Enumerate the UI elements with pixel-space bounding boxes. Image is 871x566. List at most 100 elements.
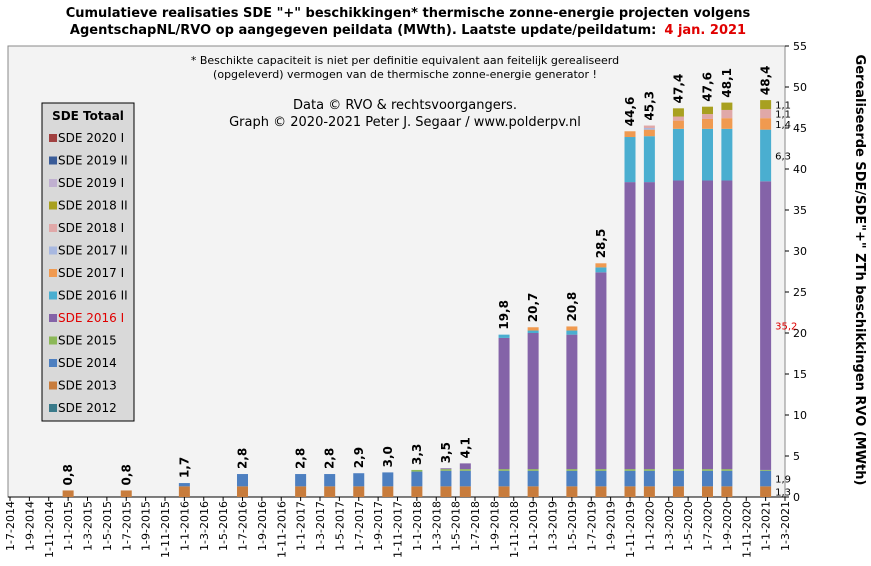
x-tick-label: 1-3-2015 xyxy=(82,501,95,551)
bar-segment xyxy=(721,470,733,487)
legend-swatch xyxy=(49,156,57,165)
x-tick-label: 1-9-2017 xyxy=(372,501,385,551)
bar-segment xyxy=(643,470,655,487)
bar-segment xyxy=(566,334,578,470)
legend-label: SDE 2017 I xyxy=(58,266,124,280)
y-tick-label: 55 xyxy=(793,40,807,53)
bar-segment xyxy=(760,181,772,470)
legend-swatch xyxy=(49,179,57,187)
x-tick-label: 1-5-2018 xyxy=(450,501,463,551)
bar-segment xyxy=(382,472,394,487)
bar-segment xyxy=(62,490,74,497)
legend-swatch xyxy=(49,314,57,322)
bar-segment xyxy=(498,334,510,338)
bar-segment xyxy=(411,471,423,487)
total-label: 0,8 xyxy=(119,464,133,485)
x-tick-label: 1-11-2020 xyxy=(740,501,753,558)
y-tick-label: 10 xyxy=(793,409,807,422)
total-label: 47,6 xyxy=(701,72,715,102)
bar-segment xyxy=(672,120,684,129)
bar-segment xyxy=(721,180,733,470)
bar-segment xyxy=(672,470,684,487)
bar-segment xyxy=(702,469,713,471)
bar-segment xyxy=(721,128,733,181)
total-label: 48,4 xyxy=(759,66,773,96)
y-tick-label: 20 xyxy=(793,327,807,340)
segment-label: 35,2 xyxy=(775,322,797,333)
segment-label: 6,3 xyxy=(775,151,791,162)
y-tick-label: 5 xyxy=(793,450,800,463)
bar-segment xyxy=(672,128,684,181)
title-line: AgentschapNL/RVO op aangegeven peildata … xyxy=(70,23,656,38)
bar-segment xyxy=(702,470,713,487)
total-label: 0,8 xyxy=(61,464,75,485)
total-label: 3,5 xyxy=(439,442,453,463)
bar-segment xyxy=(178,483,190,487)
total-label: 47,4 xyxy=(671,74,685,104)
legend-label: SDE 2020 I xyxy=(58,131,124,145)
bar-segment xyxy=(324,486,336,497)
bar-segment xyxy=(721,486,733,497)
x-tick-label: 1-9-2014 xyxy=(23,501,36,551)
y-tick-label: 35 xyxy=(793,204,807,217)
bar-segment xyxy=(382,486,394,497)
x-tick-label: 1-11-2019 xyxy=(624,501,637,558)
total-label: 19,8 xyxy=(497,300,511,330)
bar-segment xyxy=(760,129,772,182)
total-label: 28,5 xyxy=(594,229,608,259)
bar-segment xyxy=(624,182,636,470)
x-tick-label: 1-9-2019 xyxy=(605,501,618,551)
bar-segment xyxy=(624,131,636,138)
bar-segment xyxy=(672,108,684,117)
chart-title: AgentschapNL/RVO op aangegeven peildata … xyxy=(70,23,746,38)
segment-label: 1,1 xyxy=(775,110,791,121)
bar-segment xyxy=(595,469,607,471)
bar-segment xyxy=(459,463,471,470)
x-tick-label: 1-5-2017 xyxy=(333,501,346,551)
x-tick-label: 1-5-2020 xyxy=(682,501,695,551)
bar-segment xyxy=(721,109,733,119)
bar-segment xyxy=(624,469,636,471)
total-label: 44,6 xyxy=(623,97,637,127)
legend-swatch xyxy=(49,246,57,255)
x-tick-label: 1-11-2017 xyxy=(392,501,405,558)
total-label: 3,0 xyxy=(381,446,395,467)
bar-segment xyxy=(498,486,510,497)
segment-label: 1,3 xyxy=(775,488,791,499)
bar-segment xyxy=(721,118,733,129)
legend-label: SDE 2017 II xyxy=(58,244,128,258)
legend-title: SDE Totaal xyxy=(52,109,124,123)
bar-segment xyxy=(760,469,772,471)
legend-swatch xyxy=(49,269,57,277)
bar-segment xyxy=(498,470,510,487)
bar-segment xyxy=(643,136,655,183)
legend-label: SDE 2016 I xyxy=(58,311,124,325)
bar-segment xyxy=(595,267,607,273)
bar-segment xyxy=(760,486,772,497)
x-tick-label: 1-5-2019 xyxy=(566,501,579,551)
bar-segment xyxy=(527,486,539,497)
bar-segment xyxy=(295,474,307,487)
total-label: 2,8 xyxy=(236,448,250,469)
bar-segment xyxy=(595,470,607,487)
x-tick-label: 1-3-2020 xyxy=(663,501,676,551)
bar-segment xyxy=(624,470,636,487)
legend-label: SDE 2012 xyxy=(58,401,117,415)
x-tick-label: 1-3-2018 xyxy=(430,501,443,551)
x-tick-label: 1-3-2017 xyxy=(314,501,327,551)
bar-segment xyxy=(459,469,471,471)
legend-label: SDE 2018 I xyxy=(58,221,124,235)
x-tick-label: 1-1-2017 xyxy=(295,501,308,551)
bar-segment xyxy=(527,330,539,333)
bar-segment xyxy=(672,469,684,471)
bar-segment xyxy=(702,118,713,129)
segment-label: 1,9 xyxy=(775,475,791,486)
legend-label: SDE 2019 II xyxy=(58,154,128,168)
credit: Data © RVO & rechtsvoorgangers. xyxy=(293,98,517,113)
x-tick-label: 1-11-2014 xyxy=(43,501,56,558)
legend-swatch xyxy=(49,201,57,210)
total-label: 48,1 xyxy=(720,68,734,98)
bar-segment xyxy=(760,118,772,130)
x-tick-label: 1-7-2019 xyxy=(585,501,598,551)
